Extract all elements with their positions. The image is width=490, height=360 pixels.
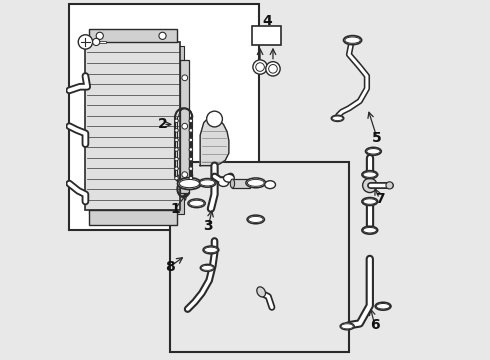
Circle shape xyxy=(182,172,188,177)
Circle shape xyxy=(182,75,188,81)
Circle shape xyxy=(182,123,188,129)
Circle shape xyxy=(269,64,277,73)
Ellipse shape xyxy=(201,265,213,270)
Ellipse shape xyxy=(341,324,353,329)
Ellipse shape xyxy=(204,247,218,253)
Circle shape xyxy=(253,60,267,74)
Ellipse shape xyxy=(343,36,362,45)
Circle shape xyxy=(386,182,393,189)
Circle shape xyxy=(175,167,178,170)
Circle shape xyxy=(189,138,193,142)
Text: 7: 7 xyxy=(375,192,384,206)
Ellipse shape xyxy=(200,180,215,186)
Circle shape xyxy=(189,129,193,132)
Circle shape xyxy=(175,129,178,132)
Ellipse shape xyxy=(200,264,215,271)
Circle shape xyxy=(175,138,178,142)
Text: 4: 4 xyxy=(262,14,272,28)
Ellipse shape xyxy=(367,149,380,154)
Ellipse shape xyxy=(332,116,343,121)
Ellipse shape xyxy=(376,303,390,309)
Text: 5: 5 xyxy=(372,131,382,145)
Bar xyxy=(89,45,184,214)
Circle shape xyxy=(266,62,280,76)
Ellipse shape xyxy=(340,323,354,330)
Ellipse shape xyxy=(203,246,219,254)
Text: 6: 6 xyxy=(370,318,380,332)
Circle shape xyxy=(207,111,222,127)
Circle shape xyxy=(175,148,178,151)
Ellipse shape xyxy=(219,179,228,186)
Bar xyxy=(252,26,281,45)
Circle shape xyxy=(175,119,178,123)
Circle shape xyxy=(175,176,178,180)
Circle shape xyxy=(189,157,193,161)
Circle shape xyxy=(96,32,103,40)
Ellipse shape xyxy=(177,178,201,189)
Bar xyxy=(85,42,180,211)
Ellipse shape xyxy=(345,37,360,43)
Ellipse shape xyxy=(362,171,378,179)
Text: 2: 2 xyxy=(158,117,168,131)
Ellipse shape xyxy=(247,215,265,224)
Ellipse shape xyxy=(223,174,234,182)
Ellipse shape xyxy=(363,172,376,177)
Circle shape xyxy=(189,148,193,151)
Text: 1: 1 xyxy=(170,202,180,216)
Ellipse shape xyxy=(375,302,391,310)
Circle shape xyxy=(189,176,193,180)
Ellipse shape xyxy=(230,179,235,188)
Bar xyxy=(232,179,250,188)
Circle shape xyxy=(78,35,93,49)
Polygon shape xyxy=(200,117,229,166)
Text: 8: 8 xyxy=(165,260,174,274)
Ellipse shape xyxy=(362,198,378,206)
Ellipse shape xyxy=(265,181,275,189)
Ellipse shape xyxy=(179,179,199,188)
Ellipse shape xyxy=(363,199,376,204)
Text: 3: 3 xyxy=(204,219,213,233)
Circle shape xyxy=(175,157,178,161)
Ellipse shape xyxy=(189,200,204,206)
Ellipse shape xyxy=(331,115,344,121)
Bar xyxy=(170,162,349,352)
Circle shape xyxy=(189,167,193,170)
Bar xyxy=(89,211,177,225)
Ellipse shape xyxy=(188,199,205,208)
Ellipse shape xyxy=(363,178,377,193)
Bar xyxy=(89,30,177,42)
Ellipse shape xyxy=(363,228,376,233)
Ellipse shape xyxy=(246,178,266,188)
Ellipse shape xyxy=(198,179,216,187)
Ellipse shape xyxy=(248,216,263,222)
Circle shape xyxy=(159,32,166,40)
Bar xyxy=(180,60,190,193)
Circle shape xyxy=(93,39,100,45)
Ellipse shape xyxy=(257,287,266,297)
Ellipse shape xyxy=(362,226,378,234)
Ellipse shape xyxy=(366,147,381,155)
Circle shape xyxy=(189,119,193,123)
Circle shape xyxy=(256,63,265,71)
Ellipse shape xyxy=(247,179,264,186)
Bar xyxy=(69,4,259,230)
